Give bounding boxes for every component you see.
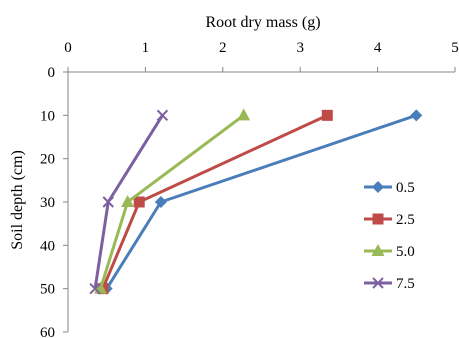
legend-item: 2.5	[364, 212, 415, 228]
x-axis: 0 1 2 3 4 5	[64, 40, 459, 73]
legend: 0.5 2.5 5.0 7.5	[364, 180, 415, 292]
legend-marker	[372, 181, 384, 193]
x-tick-label: 2	[219, 40, 227, 56]
legend-item: 5.0	[364, 244, 415, 260]
series-7.5	[89, 109, 169, 295]
y-axis: 0 10 20 30 40 50 60	[40, 65, 69, 338]
y-tick-label: 50	[40, 282, 55, 298]
x-tick-label: 4	[374, 40, 382, 56]
x-tick-label: 3	[296, 40, 304, 56]
x-tick-label: 5	[451, 40, 459, 56]
data-point	[321, 109, 333, 121]
series-line	[105, 113, 417, 290]
x-tick-label: 0	[64, 40, 72, 56]
series-5.0	[94, 108, 251, 294]
series-group	[89, 108, 423, 295]
y-tick-label: 10	[40, 108, 55, 124]
data-point	[156, 109, 169, 122]
x-tick-label: 1	[142, 40, 150, 56]
data-point	[410, 109, 423, 122]
data-point	[133, 196, 145, 208]
data-point	[89, 282, 101, 295]
x-axis-title: Root dry mass (g)	[205, 14, 320, 31]
legend-label: 2.5	[396, 212, 415, 228]
y-axis-title: Soil depth (cm)	[9, 150, 26, 250]
legend-item: 0.5	[364, 180, 415, 196]
legend-label: 0.5	[396, 180, 415, 196]
y-tick-label: 40	[40, 238, 55, 254]
y-tick-label: 60	[40, 325, 55, 338]
y-tick-label: 20	[40, 152, 55, 168]
y-tick-label: 0	[48, 65, 56, 81]
data-point	[121, 195, 135, 207]
legend-label: 5.0	[396, 244, 415, 260]
data-point	[154, 196, 167, 208]
data-point	[237, 108, 251, 121]
data-point	[102, 196, 114, 208]
legend-label: 7.5	[396, 276, 415, 292]
legend-marker	[371, 244, 385, 256]
y-tick-label: 30	[40, 195, 55, 211]
legend-marker	[372, 277, 384, 289]
legend-marker	[372, 213, 384, 225]
legend-item: 7.5	[364, 276, 415, 292]
